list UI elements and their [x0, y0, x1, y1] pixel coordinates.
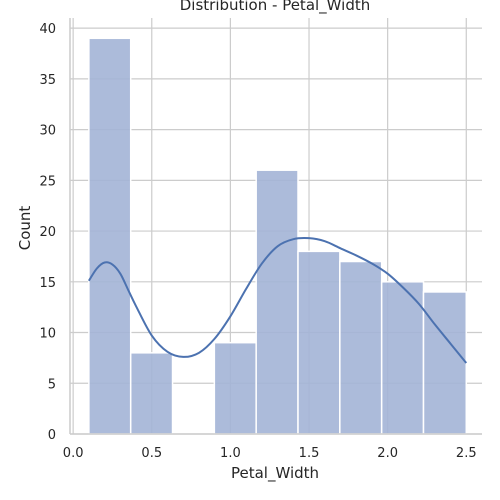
- y-axis-label: Count: [16, 206, 34, 251]
- y-tick-label: 30: [39, 124, 56, 139]
- histogram-bars: [88, 37, 468, 435]
- histogram-bar: [255, 169, 299, 435]
- x-tick-label: 0.0: [63, 446, 84, 461]
- y-tick-label: 15: [39, 276, 56, 291]
- chart-title: Distribution - Petal_Width: [180, 0, 371, 15]
- histogram-bar: [297, 250, 341, 435]
- kde-curve-group: [88, 236, 468, 364]
- histogram-bar: [88, 37, 132, 435]
- histogram-bar: [339, 260, 383, 435]
- y-tick-label: 25: [39, 174, 56, 189]
- y-tick-labels: 0 5 10 15 20 25 30 35 40: [39, 22, 56, 443]
- axes: [69, 18, 482, 435]
- histogram-bar: [380, 281, 425, 435]
- x-tick-label: 2.0: [377, 446, 398, 461]
- y-tick-label: 10: [39, 327, 56, 342]
- y-tick-label: 35: [39, 73, 56, 88]
- grid-lines: [70, 18, 482, 435]
- histogram-bar: [129, 352, 174, 435]
- x-axis-label: Petal_Width: [231, 464, 319, 483]
- x-tick-label: 0.5: [141, 446, 162, 461]
- y-tick-label: 20: [39, 225, 56, 240]
- x-tick-label: 1.5: [299, 446, 320, 461]
- y-tick-label: 0: [48, 428, 56, 443]
- y-tick-label: 5: [48, 377, 56, 392]
- histogram-bar: [213, 341, 257, 435]
- x-tick-label: 2.5: [456, 446, 477, 461]
- kde-curve: [88, 236, 468, 364]
- x-tick-labels: 0.0 0.5 1.0 1.5 2.0 2.5: [63, 446, 477, 461]
- y-tick-label: 40: [39, 22, 56, 37]
- histogram-bar: [422, 291, 468, 435]
- x-tick-label: 1.0: [220, 446, 241, 461]
